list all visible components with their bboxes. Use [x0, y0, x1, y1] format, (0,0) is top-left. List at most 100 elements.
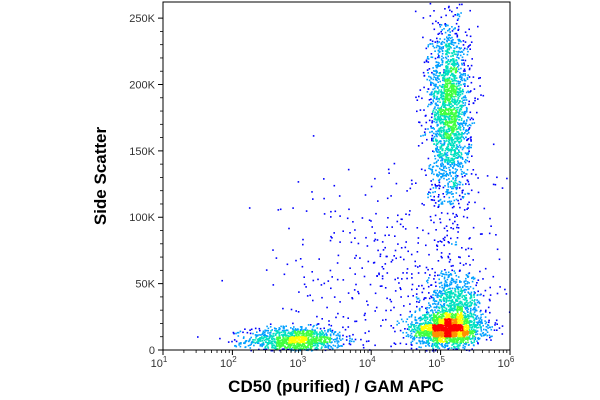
event-point [436, 347, 439, 349]
event-point [455, 308, 458, 311]
event-point [467, 337, 470, 340]
event-point [462, 99, 464, 102]
event-point [485, 338, 488, 341]
event-point [427, 279, 429, 281]
event-point [432, 303, 434, 305]
event-point [473, 331, 476, 333]
event-point [437, 149, 439, 151]
event-point [456, 136, 458, 138]
event-point [331, 237, 333, 239]
event-point [417, 317, 420, 320]
event-point [339, 334, 341, 337]
event-point [296, 332, 298, 335]
event-point [450, 165, 452, 168]
event-point [453, 127, 455, 130]
event-point [432, 294, 434, 296]
event-point [423, 341, 426, 343]
event-point [447, 256, 450, 259]
event-point [457, 102, 460, 105]
event-point [327, 330, 329, 333]
event-point [447, 186, 450, 188]
event-point [414, 265, 417, 267]
event-point [414, 316, 417, 319]
event-point [445, 61, 448, 63]
event-point [334, 210, 337, 213]
event-point [408, 213, 411, 216]
event-point [436, 245, 439, 247]
event-point [435, 339, 437, 341]
event-point [446, 315, 448, 317]
event-point [455, 281, 458, 283]
event-point [440, 136, 443, 138]
event-point [480, 316, 482, 319]
event-point [469, 48, 471, 50]
event-point [451, 26, 453, 28]
event-point [237, 335, 240, 337]
event-point [436, 125, 439, 127]
event-point [307, 341, 310, 344]
event-point [471, 331, 473, 333]
event-point [465, 159, 467, 161]
event-point [416, 336, 418, 339]
event-point [297, 328, 299, 331]
event-point [454, 293, 456, 296]
event-point [460, 316, 462, 319]
event-point [298, 338, 300, 341]
event-point [451, 161, 453, 164]
event-point [411, 283, 414, 286]
event-point [432, 140, 435, 142]
event-point [444, 309, 446, 312]
event-point [447, 291, 450, 293]
event-point [464, 161, 467, 164]
event-point [467, 207, 469, 209]
event-point [437, 159, 439, 162]
event-point [452, 86, 454, 88]
event-point [442, 118, 444, 121]
event-point [433, 116, 436, 118]
event-point [465, 183, 467, 185]
event-point [465, 277, 467, 280]
event-point [430, 180, 432, 182]
event-point [455, 77, 458, 79]
event-point [370, 220, 372, 222]
event-point [450, 115, 452, 118]
event-point [461, 76, 463, 78]
event-point [445, 314, 448, 316]
event-point [432, 150, 434, 152]
event-point [411, 277, 413, 279]
event-point [366, 245, 369, 247]
event-point [311, 330, 314, 333]
event-point [429, 43, 431, 45]
event-point [443, 286, 446, 288]
event-point [307, 330, 309, 332]
event-point [452, 279, 455, 281]
event-point [447, 125, 450, 128]
event-point [457, 291, 459, 293]
event-point [461, 73, 463, 76]
event-point [276, 332, 278, 334]
event-point [447, 6, 450, 9]
event-point [469, 35, 472, 38]
event-point [449, 316, 451, 319]
event-point [449, 258, 452, 261]
event-point [450, 86, 453, 88]
event-point [447, 88, 450, 90]
event-point [460, 305, 462, 308]
event-point [269, 323, 272, 325]
event-point [443, 346, 446, 349]
event-point [337, 312, 339, 315]
event-point [310, 342, 313, 345]
event-point [432, 347, 434, 349]
event-point [443, 116, 446, 118]
event-point [455, 146, 458, 149]
event-point [480, 335, 483, 337]
event-point [307, 345, 309, 347]
event-point [448, 77, 450, 80]
event-point [331, 347, 334, 350]
event-point [448, 116, 450, 118]
event-point [292, 344, 295, 347]
event-point [446, 92, 448, 95]
event-point [427, 340, 430, 342]
event-point [455, 53, 457, 56]
event-point [469, 330, 471, 332]
